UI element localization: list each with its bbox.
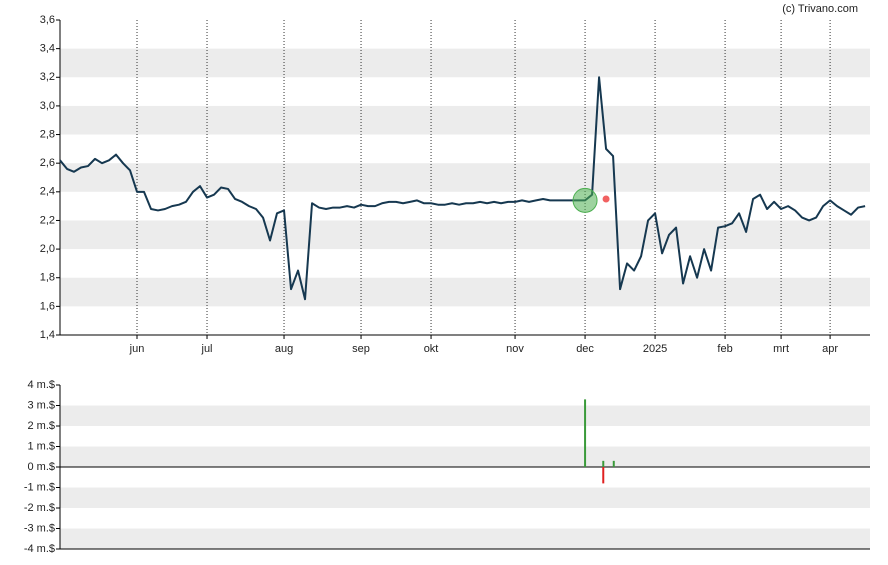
grid-band bbox=[60, 446, 870, 467]
x-tick-label: apr bbox=[822, 343, 838, 355]
y-tick-label: 3,4 bbox=[40, 43, 55, 55]
event-marker bbox=[572, 187, 598, 213]
price-line bbox=[59, 76, 866, 301]
x-tick-label: sep bbox=[352, 343, 370, 355]
x-tick-label: aug bbox=[275, 343, 293, 355]
grid-band bbox=[60, 277, 870, 307]
y-tick-label: -3 m.$ bbox=[24, 522, 55, 534]
y-tick-label: 2 m.$ bbox=[27, 420, 55, 432]
watermark: (c) Trivano.com bbox=[782, 3, 858, 15]
y-tick-label: 2,4 bbox=[40, 186, 55, 198]
y-tick-label: 2,6 bbox=[40, 157, 55, 169]
grid-band bbox=[60, 48, 870, 78]
grid-band bbox=[60, 220, 870, 250]
y-tick-label: 3,6 bbox=[40, 14, 55, 26]
x-tick-label: 2025 bbox=[643, 343, 667, 355]
y-tick-label: 1,4 bbox=[40, 329, 55, 341]
x-tick-label: nov bbox=[506, 343, 524, 355]
y-tick-label: -4 m.$ bbox=[24, 543, 55, 555]
y-tick-label: 3,2 bbox=[40, 71, 55, 83]
y-tick-label: 1,8 bbox=[40, 272, 55, 284]
y-tick-label: 2,8 bbox=[40, 128, 55, 140]
y-tick-label: 1 m.$ bbox=[27, 440, 55, 452]
x-tick-label: okt bbox=[424, 343, 439, 355]
grid-band bbox=[60, 163, 870, 192]
x-tick-label: jun bbox=[129, 343, 145, 355]
y-tick-label: 4 m.$ bbox=[27, 379, 55, 391]
event-marker bbox=[602, 195, 610, 203]
y-tick-label: 2,0 bbox=[40, 243, 55, 255]
y-tick-label: 1,6 bbox=[40, 300, 55, 312]
y-tick-label: -1 m.$ bbox=[24, 481, 55, 493]
y-tick-label: 0 m.$ bbox=[27, 461, 55, 473]
y-tick-label: 3 m.$ bbox=[27, 399, 55, 411]
y-tick-label: 3,0 bbox=[40, 100, 55, 112]
grid-band bbox=[60, 405, 870, 426]
x-tick-label: mrt bbox=[773, 343, 789, 355]
x-tick-label: feb bbox=[717, 343, 732, 355]
y-tick-label: -2 m.$ bbox=[24, 502, 55, 514]
x-tick-label: jul bbox=[201, 343, 213, 355]
grid-band bbox=[60, 528, 870, 549]
x-tick-label: dec bbox=[576, 343, 594, 355]
grid-band bbox=[60, 105, 870, 135]
grid-band bbox=[60, 487, 870, 508]
y-tick-label: 2,2 bbox=[40, 214, 55, 226]
